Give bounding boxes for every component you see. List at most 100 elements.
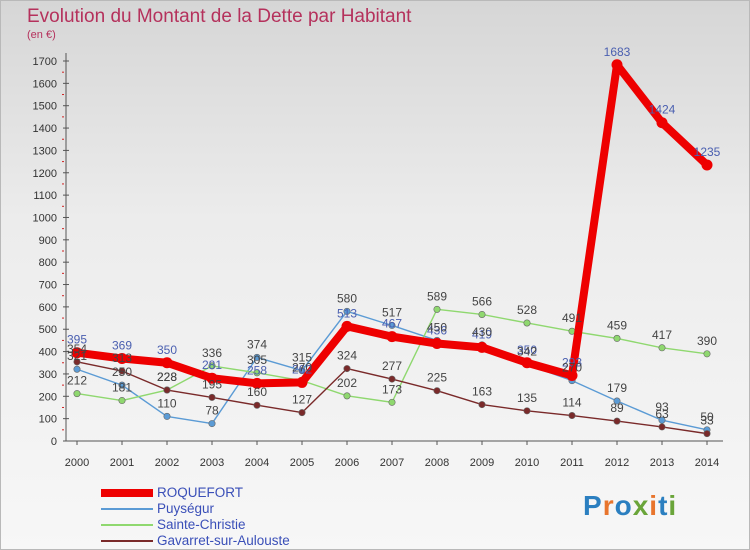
- data-point: [613, 397, 621, 405]
- chart-title: Evolution du Montant de la Dette par Hab…: [27, 6, 412, 27]
- data-point: [163, 386, 171, 394]
- x-tick-label: 2001: [110, 457, 134, 469]
- legend-label: Sainte-Christie: [157, 517, 246, 532]
- data-point: [71, 347, 83, 359]
- y-tick-label: 1500: [33, 101, 57, 113]
- data-point: [701, 159, 713, 171]
- legend-item: Puységur: [101, 501, 361, 517]
- data-label: 1424: [649, 103, 676, 117]
- x-tick-label: 2014: [695, 457, 719, 469]
- data-labels: 395 369 350 281 258 262 513 467 436 419 350 293 1683…: [67, 45, 721, 428]
- legend-swatch: [101, 524, 153, 526]
- data-point: [208, 362, 216, 370]
- data-point: [431, 338, 443, 350]
- data-point: [298, 409, 306, 417]
- data-point: [118, 397, 126, 405]
- data-point: [116, 353, 128, 365]
- data-point: [613, 417, 621, 425]
- data-label: 114: [562, 396, 581, 410]
- legend-swatch: [101, 489, 153, 497]
- data-label: 1235: [694, 145, 721, 159]
- data-point: [388, 321, 396, 329]
- data-point: [161, 357, 173, 369]
- legend-item: Gavarret-sur-Aulouste: [101, 533, 361, 549]
- legend-item: ROQUEFORT: [101, 485, 361, 501]
- y-tick-label: 1700: [33, 56, 57, 68]
- data-point: [253, 369, 261, 377]
- data-point: [253, 401, 261, 409]
- x-tick-label: 2007: [380, 457, 404, 469]
- data-point: [658, 423, 666, 431]
- y-tick-label: 100: [39, 414, 57, 426]
- data-label: 419: [472, 327, 492, 341]
- data-label: 163: [472, 385, 492, 399]
- data-point: [433, 387, 441, 395]
- data-label: 181: [112, 381, 132, 395]
- data-point: [253, 353, 261, 361]
- data-label: 173: [382, 382, 402, 396]
- data-point: [433, 305, 441, 313]
- data-point: [298, 367, 306, 375]
- data-label: 369: [112, 339, 132, 353]
- x-tick-label: 2000: [65, 457, 89, 469]
- y-tick-label: 400: [39, 347, 57, 359]
- legend: ROQUEFORT Puységur Sainte-Christie Gavarret…: [101, 485, 361, 549]
- y-tick-label: 1600: [33, 78, 57, 90]
- data-label: 78: [205, 404, 219, 418]
- data-label: 228: [157, 370, 177, 384]
- y-tick-label: 500: [39, 324, 57, 336]
- data-label: 395: [67, 333, 87, 347]
- data-label: 517: [382, 305, 402, 319]
- series-lines: [71, 59, 713, 438]
- logo-letter: P: [583, 490, 603, 521]
- y-tick-label: 1300: [33, 145, 57, 157]
- data-point: [118, 367, 126, 375]
- proxiti-logo: Proxiti: [583, 490, 677, 522]
- data-label: 93: [655, 400, 669, 414]
- data-label: 225: [427, 371, 447, 385]
- logo-letter: i: [668, 490, 678, 521]
- data-label: 528: [517, 303, 537, 317]
- x-tick-label: 2003: [200, 457, 224, 469]
- data-label: 50: [700, 410, 714, 424]
- data-point: [613, 334, 621, 342]
- logo-letter: i: [649, 490, 659, 521]
- data-label: 467: [382, 317, 402, 331]
- data-point: [658, 416, 666, 424]
- data-label: 262: [292, 362, 312, 376]
- data-label: 228: [157, 370, 177, 384]
- data-label: 430: [472, 325, 492, 339]
- x-tick-label: 2011: [560, 457, 584, 469]
- data-point: [251, 377, 263, 389]
- data-label: 336: [202, 346, 222, 360]
- logo-letter: r: [602, 490, 615, 521]
- data-point: [476, 341, 488, 353]
- data-label: 179: [607, 381, 627, 395]
- data-point: [296, 376, 308, 388]
- legend-swatch: [101, 508, 153, 510]
- data-point: [566, 370, 578, 382]
- data-point: [656, 117, 668, 129]
- data-label: 277: [382, 359, 402, 373]
- legend-label: ROQUEFORT: [157, 485, 244, 500]
- data-point: [206, 372, 218, 384]
- legend-swatch: [101, 540, 153, 542]
- data-label: 212: [67, 374, 87, 388]
- y-tick-label: 300: [39, 369, 57, 381]
- data-label: 63: [655, 407, 669, 421]
- data-point: [343, 392, 351, 400]
- y-tick-label: 1100: [33, 190, 57, 202]
- data-label: 417: [652, 328, 672, 342]
- data-label: 250: [112, 365, 132, 379]
- data-label: 566: [472, 294, 492, 308]
- data-label: 258: [247, 363, 267, 377]
- data-label: 195: [202, 377, 222, 391]
- data-label: 1683: [604, 45, 631, 59]
- x-tick-label: 2013: [650, 457, 674, 469]
- data-point: [341, 320, 353, 332]
- y-tick-label: 700: [39, 280, 57, 292]
- data-point: [703, 350, 711, 358]
- data-point: [388, 398, 396, 406]
- data-point: [658, 344, 666, 352]
